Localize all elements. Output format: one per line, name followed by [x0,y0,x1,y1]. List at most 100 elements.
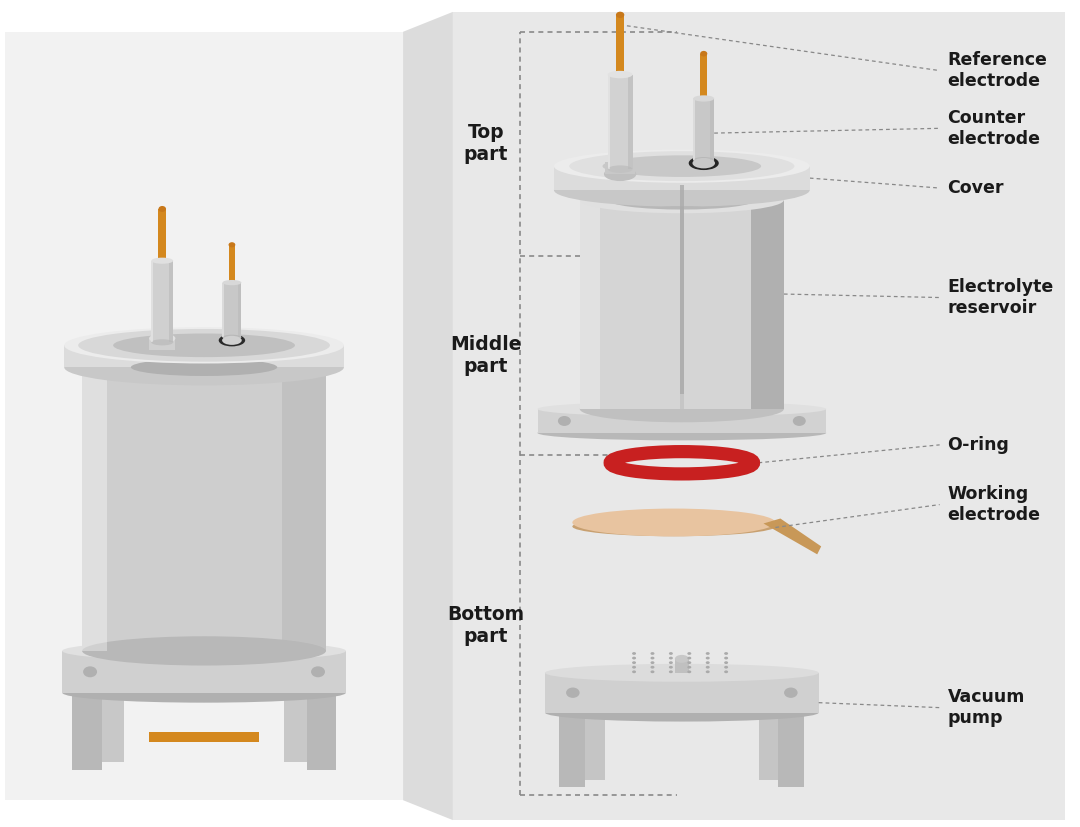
Bar [554,166,810,190]
Polygon shape [403,12,453,820]
Ellipse shape [687,666,691,668]
Ellipse shape [603,155,761,177]
Ellipse shape [82,352,326,382]
Bar [5,31,408,801]
Bar [680,185,684,394]
Bar [222,283,241,337]
Ellipse shape [693,157,714,163]
Ellipse shape [705,662,710,664]
Bar [289,367,326,651]
Bar [538,409,826,433]
Bar [82,367,326,651]
Text: O-ring: O-ring [947,436,1010,454]
Ellipse shape [538,425,826,440]
Text: Top
part: Top part [463,123,508,165]
Bar [779,713,805,787]
Ellipse shape [616,12,624,18]
Bar [545,673,819,713]
Ellipse shape [669,671,673,673]
Ellipse shape [650,662,654,664]
Bar [229,245,235,283]
Ellipse shape [566,687,580,698]
Ellipse shape [632,657,636,659]
Ellipse shape [705,671,710,673]
Ellipse shape [693,95,714,102]
Ellipse shape [687,671,691,673]
Ellipse shape [113,333,295,357]
Ellipse shape [63,683,346,703]
Bar [238,283,241,337]
Ellipse shape [705,666,710,668]
Bar [170,261,173,342]
Ellipse shape [632,662,636,664]
Ellipse shape [724,657,728,659]
Ellipse shape [669,662,673,664]
Bar [63,651,346,693]
Ellipse shape [687,657,691,659]
Ellipse shape [650,671,654,673]
Ellipse shape [608,71,633,79]
Ellipse shape [632,653,636,655]
Bar [559,713,585,787]
Ellipse shape [669,653,673,655]
Bar [222,283,225,337]
Ellipse shape [724,653,728,655]
Bar [608,74,610,170]
Bar [675,659,689,673]
Ellipse shape [82,636,326,666]
Ellipse shape [222,335,241,340]
Ellipse shape [222,336,242,345]
Bar [149,732,259,743]
Ellipse shape [724,666,728,668]
Bar [453,12,1065,820]
Bar [616,15,624,74]
Ellipse shape [580,396,784,423]
Bar [284,695,308,762]
Ellipse shape [63,641,346,661]
Ellipse shape [632,671,636,673]
Bar [608,74,633,170]
Bar [693,98,714,160]
Ellipse shape [650,666,654,668]
Ellipse shape [608,165,633,173]
Ellipse shape [78,329,329,361]
Ellipse shape [687,662,691,664]
Ellipse shape [222,280,241,285]
Ellipse shape [705,653,710,655]
Ellipse shape [554,150,810,183]
Bar [605,162,635,174]
Bar [700,54,707,98]
Ellipse shape [784,687,798,698]
Ellipse shape [705,657,710,659]
Ellipse shape [692,158,715,169]
Bar [282,367,326,651]
Ellipse shape [650,653,654,655]
Text: Working
electrode: Working electrode [947,485,1041,524]
Ellipse shape [218,334,245,347]
Ellipse shape [83,667,97,677]
Ellipse shape [675,655,689,663]
Bar [82,367,107,651]
Bar [752,200,784,409]
Ellipse shape [545,704,819,722]
Ellipse shape [569,151,795,181]
Bar [759,714,780,781]
Ellipse shape [632,666,636,668]
Ellipse shape [151,339,173,346]
Text: Middle
part: Middle part [450,335,522,375]
Ellipse shape [159,206,166,212]
Bar [693,98,696,160]
Bar [151,261,153,342]
Bar [151,261,173,342]
Ellipse shape [793,416,806,426]
Ellipse shape [669,666,673,668]
Bar [580,200,600,409]
Ellipse shape [64,349,343,385]
Bar [580,200,784,409]
Ellipse shape [687,653,691,655]
Text: Counter
electrode: Counter electrode [947,109,1041,148]
Ellipse shape [572,509,775,537]
Text: Reference
electrode: Reference electrode [947,51,1048,90]
Ellipse shape [131,358,278,376]
Ellipse shape [580,187,784,213]
